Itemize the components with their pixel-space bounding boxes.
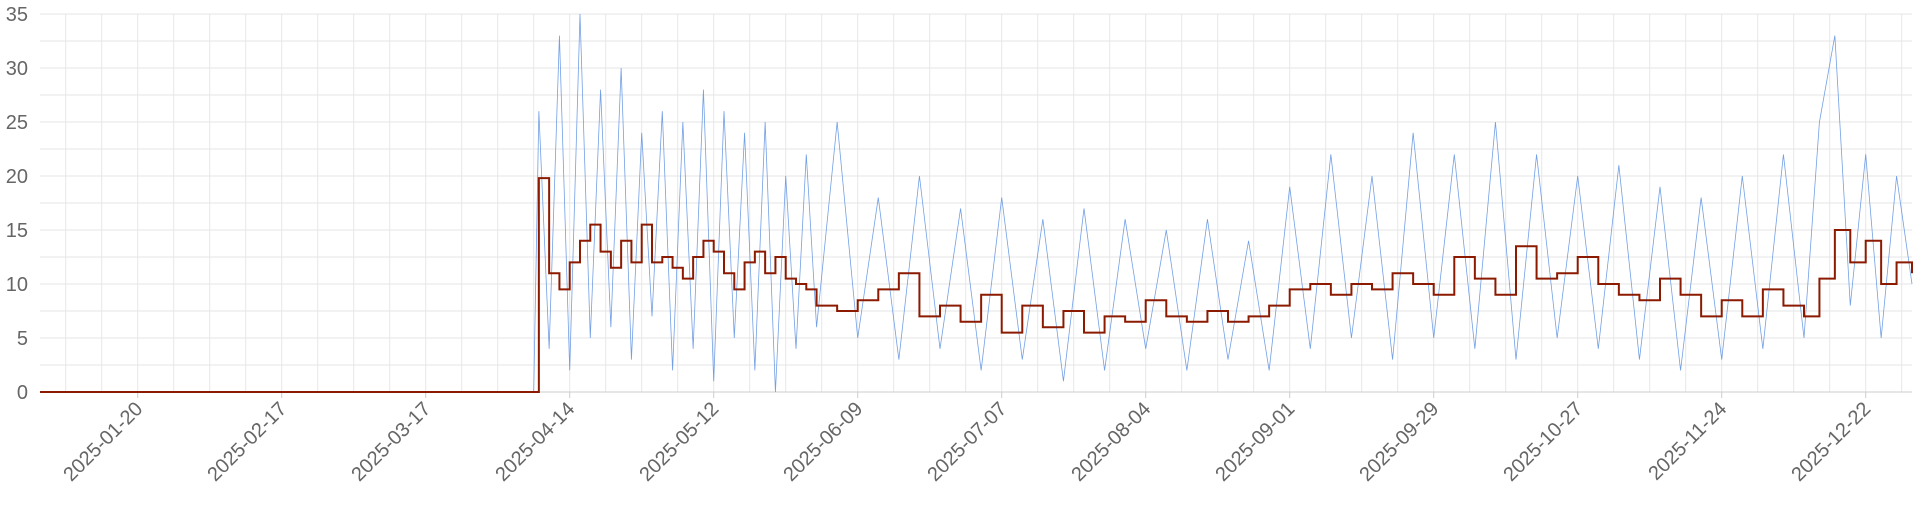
y-tick-label: 10 <box>6 274 28 296</box>
average-series-line <box>40 177 1913 393</box>
x-tick-label: 2025-02-17 <box>203 398 291 486</box>
y-tick-label: 30 <box>6 58 28 80</box>
x-tick-label: 2025-01-20 <box>59 398 147 486</box>
raw-series-line <box>40 13 1913 393</box>
y-tick-label: 35 <box>6 4 28 26</box>
x-tick-label: 2025-06-09 <box>779 398 867 486</box>
y-tick-label: 15 <box>6 220 28 242</box>
x-tick-label: 2025-12-22 <box>1787 398 1875 486</box>
x-tick-label: 2025-10-27 <box>1499 398 1587 486</box>
x-tick-label: 2025-04-14 <box>491 398 579 486</box>
x-tick-label: 2025-05-12 <box>635 398 723 486</box>
x-tick-label: 2025-09-29 <box>1355 398 1443 486</box>
y-tick-label: 0 <box>17 382 28 404</box>
x-tick-label: 2025-09-01 <box>1211 398 1299 486</box>
y-tick-label: 5 <box>17 328 28 350</box>
x-tick-label: 2025-08-04 <box>1067 398 1155 486</box>
x-tick-label: 2025-07-07 <box>923 398 1011 486</box>
x-tick-label: 2025-11-24 <box>1644 398 1731 485</box>
chart-grid <box>40 13 1912 393</box>
chart-series <box>40 13 1913 393</box>
y-tick-label: 20 <box>6 166 28 188</box>
chart-tick-labels: 0 5 10 15 20 25 30 35 2025-01-20 2025-02-17 2025-0… <box>6 4 1875 486</box>
x-tick-label: 2025-03-17 <box>347 398 435 486</box>
y-tick-label: 25 <box>6 112 28 134</box>
